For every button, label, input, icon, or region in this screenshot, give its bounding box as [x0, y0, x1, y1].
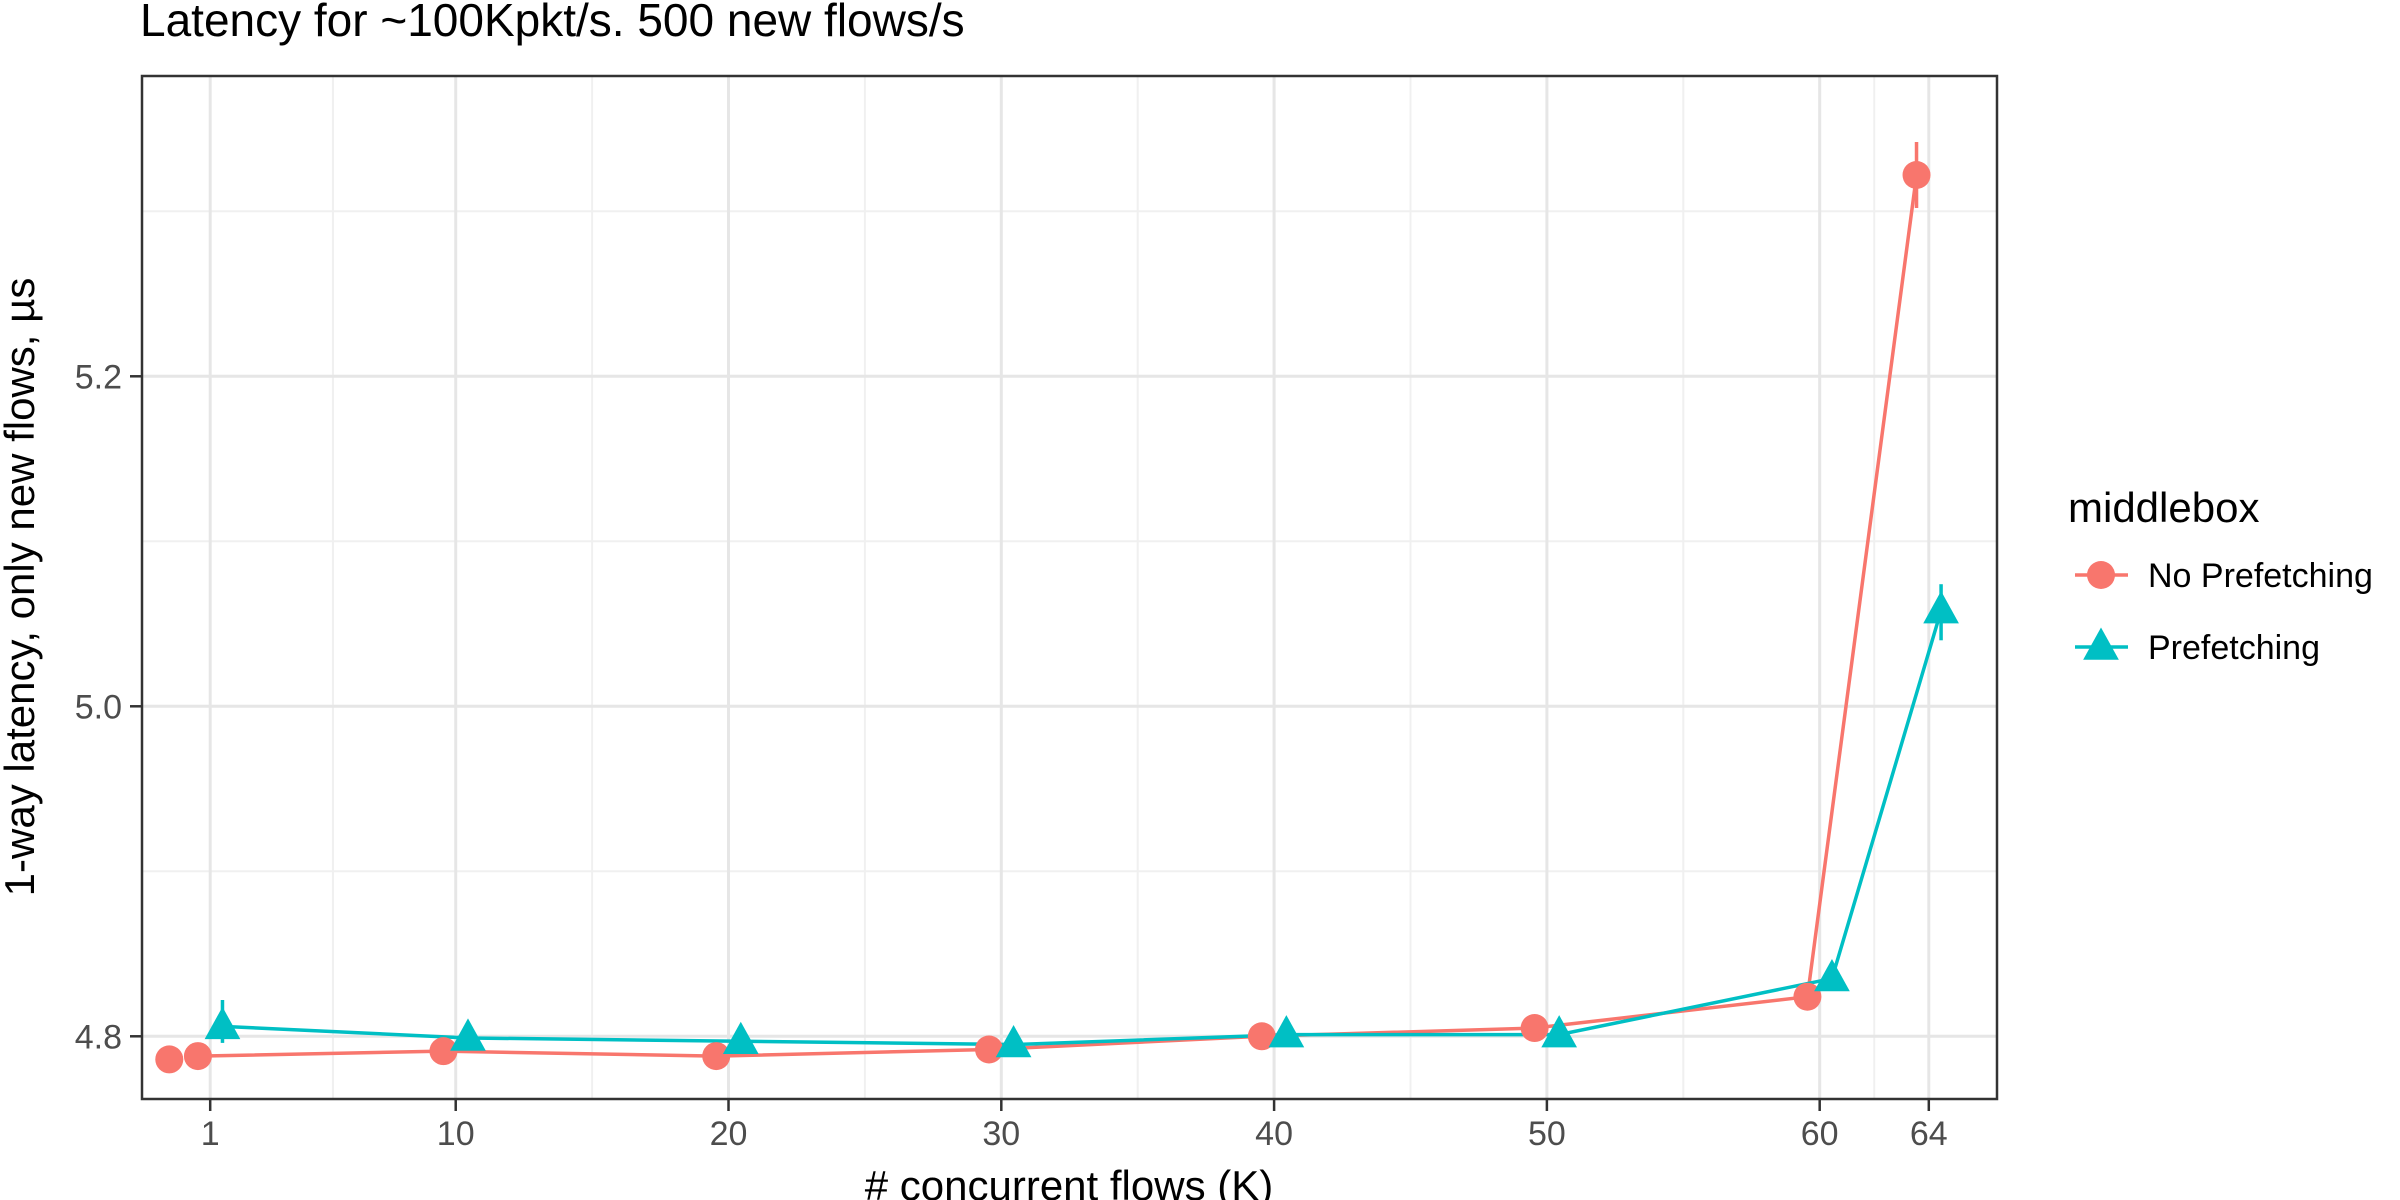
data-point	[450, 1018, 486, 1051]
series-line-1	[222, 610, 1943, 1047]
data-point	[429, 1037, 458, 1066]
data-point	[204, 1006, 241, 1040]
legend-title: middlebox	[2068, 484, 2259, 531]
series-lines	[197, 174, 1943, 1058]
data-point	[1793, 982, 1822, 1011]
x-axis-title: # concurrent flows (K)	[865, 1162, 1273, 1200]
chart-title: Latency for ~100Kpkt/s. 500 new flows/s	[140, 0, 965, 46]
legend: middlebox No Prefetching Prefetching	[2068, 484, 2373, 667]
axis-ticks	[130, 375, 1931, 1111]
x-tick-label: 60	[1801, 1115, 1839, 1153]
x-tick-label: 20	[710, 1115, 748, 1153]
axis-tick-labels: 1 10 20 30 40 50 60 64 4.8 5.0 5.2	[75, 358, 1948, 1153]
x-tick-label: 50	[1528, 1115, 1566, 1153]
x-tick-label: 1	[201, 1115, 220, 1153]
plot-border	[140, 74, 1999, 1101]
plot-background	[142, 76, 1997, 1099]
data-points	[155, 161, 1959, 1074]
data-point	[722, 1021, 759, 1054]
data-point	[1268, 1015, 1305, 1048]
series-line-0	[197, 174, 1919, 1058]
data-point	[183, 1042, 212, 1071]
x-tick-label: 40	[1255, 1115, 1293, 1153]
y-tick-label: 5.2	[75, 358, 122, 396]
legend-label: No Prefetching	[2148, 557, 2373, 595]
data-point	[702, 1042, 731, 1071]
data-point	[1541, 1015, 1578, 1048]
y-tick-label: 4.8	[75, 1018, 122, 1056]
legend-label: Prefetching	[2148, 629, 2320, 667]
data-point	[1814, 959, 1850, 992]
data-point	[995, 1025, 1032, 1058]
data-point	[1923, 591, 1959, 624]
y-axis-title: 1-way latency, only new flows, µs	[0, 278, 43, 897]
data-point	[1247, 1022, 1276, 1051]
x-tick-label: 30	[982, 1115, 1020, 1153]
legend-items: No Prefetching Prefetching	[2075, 557, 2373, 667]
data-point	[1520, 1014, 1549, 1043]
data-point	[155, 1045, 184, 1074]
legend-key-marker	[2083, 627, 2119, 660]
y-tick-label: 5.0	[75, 688, 122, 726]
data-point	[975, 1035, 1004, 1064]
x-tick-label: 64	[1910, 1115, 1948, 1153]
data-point	[1902, 161, 1931, 189]
x-tick-label: 10	[437, 1115, 475, 1153]
legend-key-marker	[2087, 561, 2115, 589]
